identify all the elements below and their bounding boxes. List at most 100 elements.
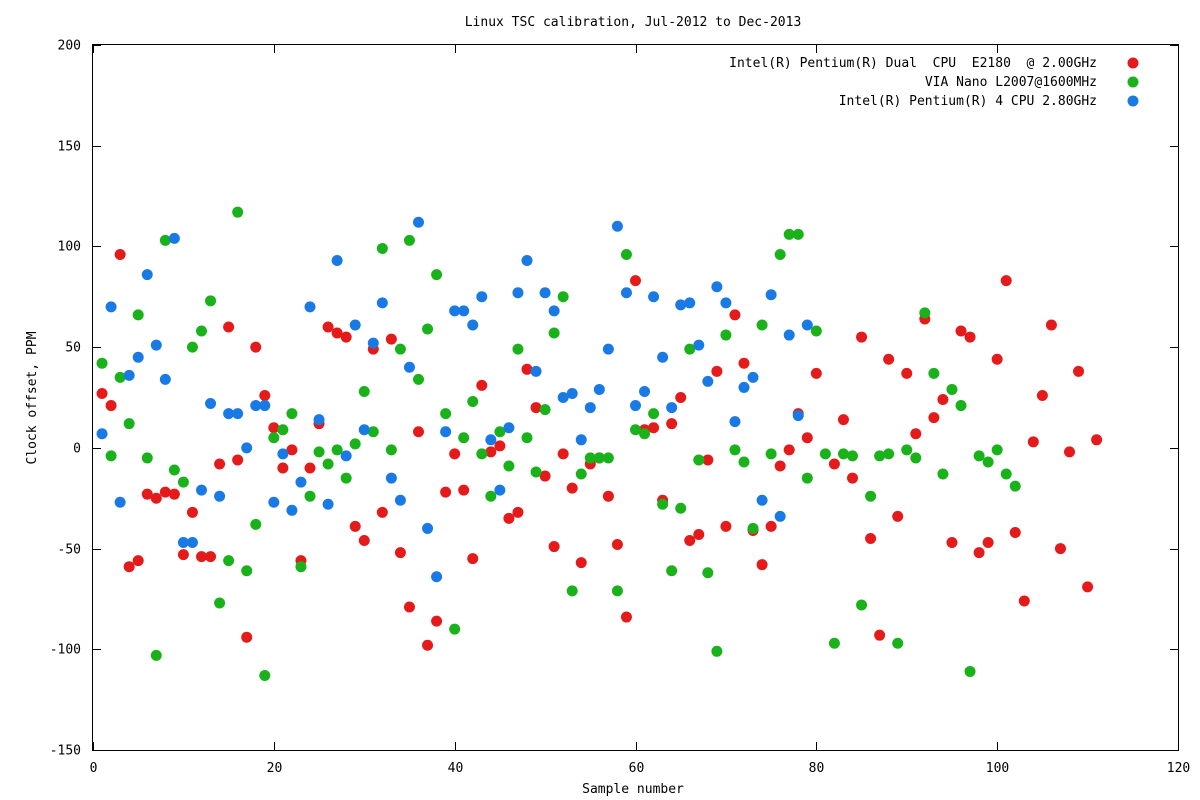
data-point (729, 444, 741, 456)
data-point (150, 492, 162, 504)
data-point (177, 537, 189, 549)
data-point (268, 422, 280, 434)
data-point (159, 486, 171, 498)
data-point (322, 321, 334, 333)
data-point (1000, 275, 1012, 287)
data-point (720, 297, 732, 309)
data-point (349, 438, 361, 450)
data-point (159, 373, 171, 385)
data-point (132, 351, 144, 363)
data-point (132, 555, 144, 567)
data-point (575, 468, 587, 480)
data-point (837, 448, 849, 460)
y-tick-label: 50 (65, 341, 81, 356)
data-point (186, 506, 198, 518)
data-point (756, 319, 768, 331)
x-tick-label: 120 (1167, 761, 1190, 776)
data-point (648, 422, 660, 434)
data-point (946, 537, 958, 549)
data-point (711, 365, 723, 377)
data-point (810, 325, 822, 337)
data-point (774, 248, 786, 260)
data-point (774, 510, 786, 522)
data-point (277, 424, 289, 436)
data-point (105, 400, 117, 412)
x-tick-label: 100 (986, 761, 1009, 776)
data-point (403, 361, 415, 373)
data-point (702, 567, 714, 579)
data-point (702, 454, 714, 466)
data-point (340, 331, 352, 343)
data-point (666, 565, 678, 577)
data-point (1045, 319, 1057, 331)
data-point (96, 387, 108, 399)
data-point (223, 408, 235, 420)
data-point (268, 496, 280, 508)
data-point (955, 400, 967, 412)
data-point (494, 484, 506, 496)
data-point (828, 458, 840, 470)
data-point (602, 452, 614, 464)
data-point (611, 220, 623, 232)
data-point (693, 528, 705, 540)
data-point (413, 216, 424, 228)
data-point (991, 444, 1003, 456)
data-point (774, 460, 786, 472)
data-point (539, 404, 551, 416)
data-point (467, 319, 479, 331)
data-point (937, 394, 949, 406)
data-point (747, 522, 759, 534)
data-point (232, 408, 244, 420)
data-point (856, 599, 868, 611)
data-point (431, 615, 443, 627)
data-point (729, 309, 741, 321)
data-point (141, 452, 153, 464)
data-point (313, 446, 325, 458)
data-point (186, 341, 198, 353)
data-point (557, 392, 569, 403)
data-point (910, 452, 922, 464)
data-point (96, 428, 108, 440)
data-point (1009, 526, 1021, 538)
y-tick-label: 200 (58, 39, 81, 54)
data-point (123, 561, 135, 573)
data-point (385, 444, 397, 456)
data-point (566, 387, 578, 399)
data-point (141, 488, 153, 500)
data-point (214, 597, 226, 609)
data-point (132, 309, 144, 321)
data-point (620, 248, 632, 260)
data-point (376, 506, 388, 518)
data-point (584, 402, 596, 414)
data-point (358, 385, 370, 397)
x-tick-label: 80 (809, 761, 825, 776)
data-point (801, 472, 813, 484)
data-point (503, 460, 515, 472)
data-point (639, 385, 651, 397)
data-point (711, 645, 723, 657)
data-point (458, 484, 470, 496)
data-point (847, 450, 858, 462)
data-point (765, 289, 777, 301)
data-point (738, 357, 750, 369)
data-point (693, 454, 705, 466)
data-point (1064, 446, 1075, 458)
data-point (150, 339, 162, 351)
data-point (783, 228, 795, 240)
data-point (394, 494, 406, 506)
data-point (96, 357, 108, 369)
data-point (196, 551, 207, 563)
data-point (828, 637, 840, 649)
data-point (711, 281, 723, 293)
plot-frame (92, 44, 1179, 751)
data-point (765, 520, 777, 532)
data-point (901, 367, 913, 379)
data-point (376, 297, 388, 309)
data-point (458, 432, 470, 444)
data-point (141, 269, 153, 281)
data-point (783, 329, 795, 341)
data-point (675, 392, 687, 403)
data-point (521, 255, 533, 267)
data-point (123, 418, 135, 430)
